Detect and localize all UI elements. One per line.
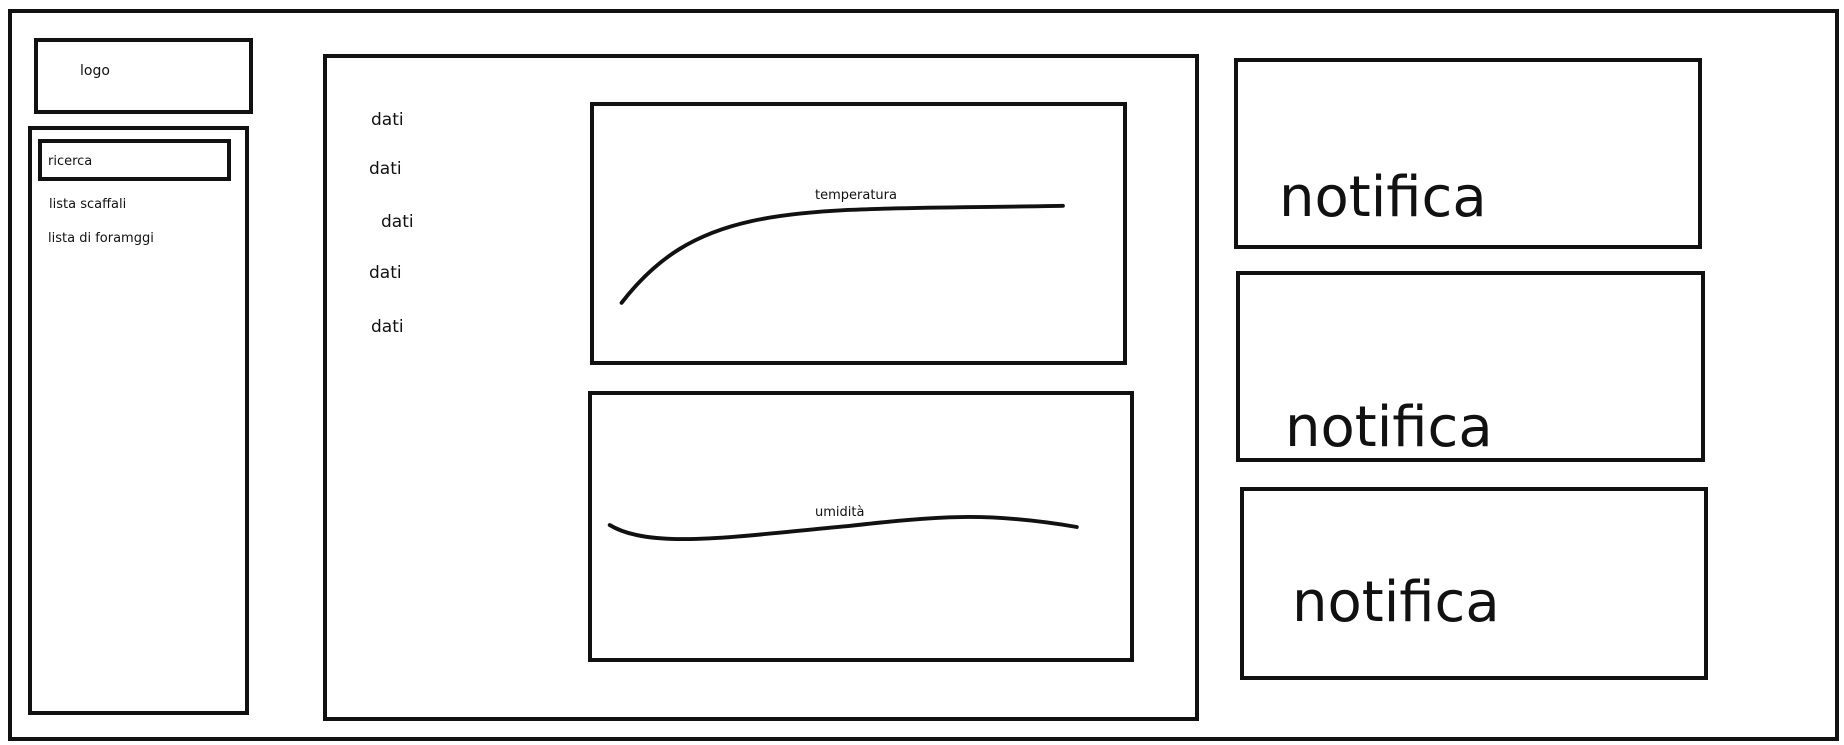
temperature-curve xyxy=(619,203,1065,305)
main-panel: dati dati dati dati dati temperatura umi… xyxy=(323,54,1199,721)
data-label: dati xyxy=(369,263,402,283)
notification-text: notifica xyxy=(1279,165,1487,230)
logo: logo xyxy=(80,63,110,79)
temperature-chart: temperatura xyxy=(590,102,1127,365)
notification-card[interactable]: notifica xyxy=(1236,271,1705,462)
chart-title-umidita: umidità xyxy=(815,505,865,520)
notification-card[interactable]: notifica xyxy=(1234,58,1702,249)
notification-text: notifica xyxy=(1285,395,1493,460)
notification-card[interactable]: notifica xyxy=(1240,487,1708,680)
sidebar-item-lista-scaffali[interactable]: lista scaffali xyxy=(49,197,127,212)
sidebar: ricerca lista scaffali lista di foramggi xyxy=(28,126,249,715)
data-label: dati xyxy=(371,317,404,337)
notification-text: notifica xyxy=(1292,570,1500,635)
humidity-curve xyxy=(607,515,1079,541)
chart-title-temperatura: temperatura xyxy=(815,188,897,203)
search-field[interactable]: ricerca xyxy=(38,139,231,181)
search-label: ricerca xyxy=(48,154,93,169)
data-label: dati xyxy=(371,110,404,130)
logo-box[interactable]: logo xyxy=(34,38,253,114)
humidity-chart: umidità xyxy=(588,391,1134,662)
data-label: dati xyxy=(381,212,414,232)
sidebar-item-lista-di-foramggi[interactable]: lista di foramggi xyxy=(48,231,154,246)
data-label: dati xyxy=(369,159,402,179)
